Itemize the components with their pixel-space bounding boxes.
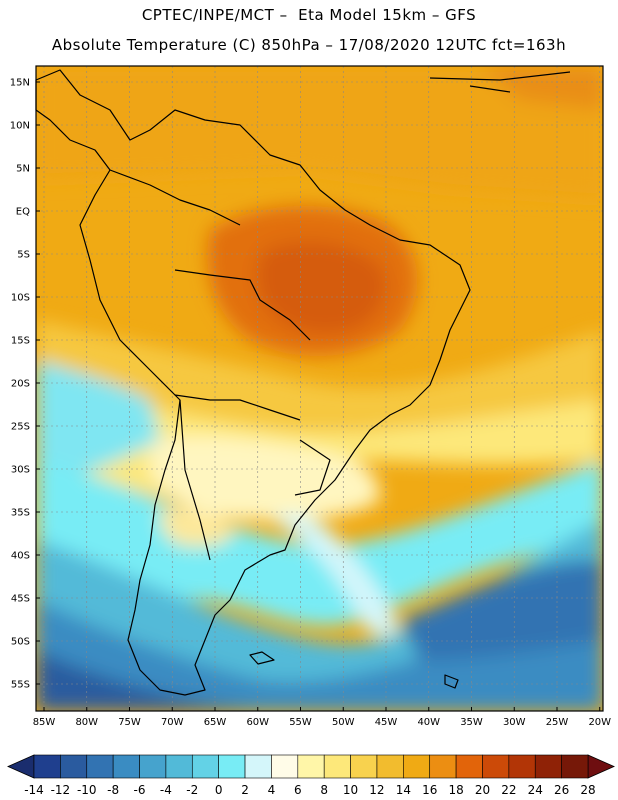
lon-tick-label: 50W [332, 717, 355, 728]
colorbar-label: 24 [528, 783, 543, 797]
colorbar-label: -14 [24, 783, 44, 797]
lat-tick-label: 10S [11, 293, 30, 304]
lat-tick-label: 10N [10, 121, 30, 132]
lat-tick-label: 5N [16, 164, 30, 175]
colorbar-low-arrow [7, 754, 35, 779]
lat-tick-label: 15N [10, 78, 30, 89]
colorbar-swatch [112, 754, 140, 779]
lon-tick-label: 70W [161, 717, 184, 728]
colorbar-swatch [403, 754, 431, 779]
lat-tick-label: 30S [11, 465, 30, 476]
lat-tick-label: 5S [17, 250, 30, 261]
colorbar-label: 18 [448, 783, 463, 797]
title-line-2: Absolute Temperature (C) 850hPa – 17/08/… [51, 36, 567, 54]
lon-tick-label: 30W [503, 717, 526, 728]
colorbar-label: -8 [107, 783, 119, 797]
colorbar-swatch [323, 754, 351, 779]
colorbar-label: 10 [343, 783, 358, 797]
colorbar-label: 12 [369, 783, 384, 797]
colorbar-label: -2 [186, 783, 198, 797]
colorbar-swatch [60, 754, 88, 779]
colorbar-label: 20 [475, 783, 490, 797]
colorbar-swatch [376, 754, 404, 779]
lon-tick-label: 65W [204, 717, 227, 728]
colorbar-swatch [534, 754, 562, 779]
lat-tick-label: 15S [11, 336, 30, 347]
colorbar-swatch [482, 754, 510, 779]
colorbar-swatch [139, 754, 167, 779]
continent-outline [35, 69, 571, 696]
lon-tick-label: 60W [246, 717, 269, 728]
lat-tick-label: 50S [11, 637, 30, 648]
lon-tick-label: 45W [375, 717, 398, 728]
colorbar-high-arrow [587, 754, 615, 779]
colorbar-label: 8 [320, 783, 328, 797]
colorbar-swatch [350, 754, 378, 779]
title-line-1: CPTEC/INPE/MCT – Eta Model 15km – GFS [141, 6, 477, 24]
lat-tick-label: EQ [16, 207, 30, 218]
lat-tick-label: 25S [11, 422, 30, 433]
lon-tick-label: 20W [588, 717, 611, 728]
colorbar-label: 0 [215, 783, 223, 797]
colorbar-label: -6 [134, 783, 146, 797]
colorbar-swatch [271, 754, 299, 779]
lon-tick-label: 85W [33, 717, 56, 728]
lon-tick-label: 25W [546, 717, 569, 728]
colorbar-label: 14 [396, 783, 411, 797]
lon-tick-label: 55W [289, 717, 312, 728]
lon-tick-label: 75W [118, 717, 141, 728]
colorbar-label: 22 [501, 783, 516, 797]
colorbar-label: -12 [51, 783, 71, 797]
colorbar-swatch [244, 754, 272, 779]
colorbar-swatch [86, 754, 114, 779]
colorbar-swatch [165, 754, 193, 779]
colorbar-label: -10 [77, 783, 97, 797]
colorbar-swatch [561, 754, 589, 779]
colorbar-swatch [508, 754, 536, 779]
lon-tick-label: 40W [417, 717, 440, 728]
colorbar-label: 6 [294, 783, 302, 797]
temperature-field [36, 66, 603, 711]
map-frame [35, 65, 604, 712]
colorbar-swatch [429, 754, 457, 779]
longitude-labels: 85W 80W 75W 70W 65W 60W 55W 50W 45W 40W 35W 30W 25W 2… [33, 707, 611, 728]
lat-tick-label: 35S [11, 508, 30, 519]
colorbar-swatch [191, 754, 219, 779]
colorbar-label: 28 [580, 783, 595, 797]
colorbar-swatch [297, 754, 325, 779]
lon-tick-label: 35W [460, 717, 483, 728]
colorbar-label: 2 [241, 783, 249, 797]
lon-tick-label: 80W [75, 717, 98, 728]
colorbar-swatch [218, 754, 246, 779]
colorbar-label: 26 [554, 783, 569, 797]
colorbar: -14 -12 -10 -8 -6 -4 -2 0 2 4 6 8 10 12 14 16 18 20 22 24 26… [7, 754, 615, 797]
lat-tick-label: 55S [11, 680, 30, 691]
colorbar-label: 16 [422, 783, 437, 797]
colorbar-label: -4 [160, 783, 172, 797]
lat-tick-label: 45S [11, 594, 30, 605]
colorbar-label: 4 [268, 783, 276, 797]
latitude-labels: 15N 10N 5N EQ 5S 10S 15S 20S 25S 30S 35S 40S 45S 50S 5… [10, 78, 40, 691]
lat-tick-label: 40S [11, 551, 30, 562]
colorbar-swatch [33, 754, 61, 779]
lat-tick-label: 20S [11, 379, 30, 390]
colorbar-swatch [455, 754, 483, 779]
